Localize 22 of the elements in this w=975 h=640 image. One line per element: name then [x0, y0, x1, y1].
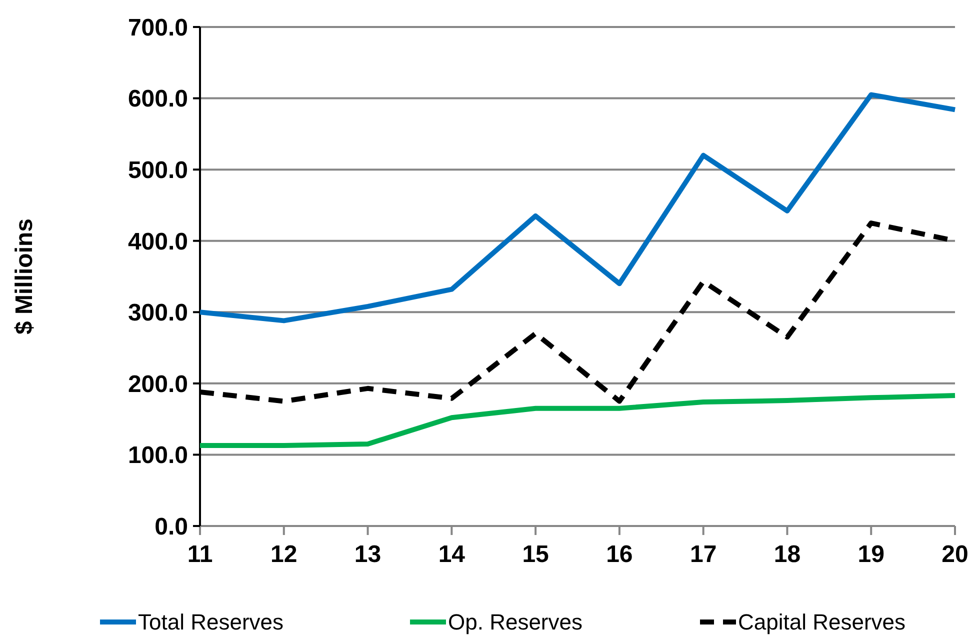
x-tick-label: 17 [690, 541, 717, 568]
x-tick-label: 14 [438, 541, 466, 568]
x-tick-label: 13 [354, 541, 382, 568]
y-tick-label: 100.0 [128, 442, 188, 470]
y-axis-title: $ Millioins [11, 218, 38, 335]
x-tick-label: 16 [606, 541, 633, 568]
x-tick-label: 15 [522, 541, 549, 568]
y-tick-label: 600.0 [128, 86, 188, 113]
y-tick-label: 200.0 [128, 370, 188, 398]
legend-label: Op. Reserves [448, 610, 582, 635]
x-tick-label: 20 [942, 541, 968, 568]
y-tick-label: 700.0 [128, 14, 188, 42]
y-tick-label: 400.0 [128, 228, 188, 256]
x-tick-label: 11 [187, 541, 213, 568]
x-tick-label: 19 [858, 541, 884, 568]
y-tick-label: 500.0 [128, 156, 188, 184]
legend-label: Total Reserves [138, 610, 284, 635]
y-tick-label: 300.0 [128, 300, 188, 327]
legend-label: Capital Reserves [738, 610, 906, 635]
x-tick-label: 12 [270, 541, 298, 568]
x-tick-label: 18 [774, 541, 801, 568]
y-tick-label: 0.0 [154, 513, 188, 540]
